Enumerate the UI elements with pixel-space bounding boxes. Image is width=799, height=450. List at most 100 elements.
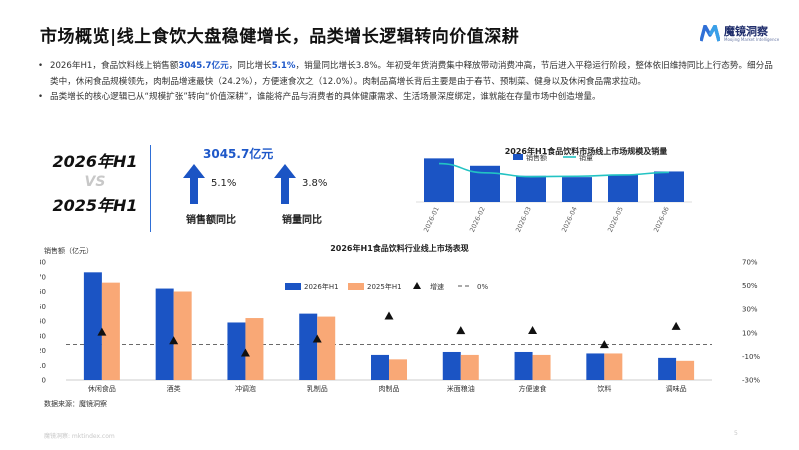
bar-2025 <box>317 316 336 380</box>
x-tick-label: 酒类 <box>167 384 181 393</box>
chart2-title: 2026年H1食品饮料行业线上市场表现 <box>330 244 469 253</box>
data-source: 数据来源：魔镜洞察 <box>44 400 107 408</box>
x-tick-label: 肉制品 <box>379 384 400 393</box>
kpi-total-sales: 3045.7亿元 <box>203 147 274 161</box>
footer-site: 魔镜洞察: mktindex.com <box>44 433 115 440</box>
y-tick-label: 0 <box>42 377 46 385</box>
legend-label-2026: 2026年H1 <box>304 282 339 291</box>
growth-marker <box>456 326 466 335</box>
logo-name: 魔镜洞察 <box>724 25 768 38</box>
growth-marker <box>528 325 538 334</box>
y2-tick-label: -10% <box>742 353 760 361</box>
divider <box>150 145 151 232</box>
kpi-sales-growth-label: 销售额同比 <box>186 215 236 226</box>
growth-marker <box>671 321 681 330</box>
x-tick-label: 方便速食 <box>519 384 547 393</box>
y-tick-label: 40 <box>40 318 46 326</box>
y-tick-label: 70 <box>40 273 46 281</box>
bar-2025 <box>676 360 695 380</box>
arrow-up-icon <box>183 164 205 204</box>
bar-2026 <box>586 353 605 380</box>
x-tick-label: 2026-05 <box>606 205 625 233</box>
y-tick-label: 10 <box>40 362 46 370</box>
bar-sales <box>654 171 684 202</box>
y-tick-label: 30 <box>40 332 46 340</box>
bar-2025 <box>173 291 192 380</box>
bullet-1-mid: ，同比增长 <box>228 61 272 71</box>
growth-marker <box>312 334 322 343</box>
kpi-sales-growth: 5.1% <box>211 178 237 189</box>
bar-sales <box>608 174 638 202</box>
legend-swatch-2026 <box>285 283 301 290</box>
y2-tick-label: 70% <box>742 259 758 267</box>
legend-label-2025: 2025年H1 <box>367 282 402 291</box>
bar-2026 <box>514 351 533 380</box>
x-tick-label: 2026-06 <box>652 205 671 233</box>
bullet-1: 2026年H1，食品饮料线上销售额3045.7亿元，同比增长5.1%，销量同比增… <box>38 59 778 90</box>
summary-bullets: 2026年H1，食品饮料线上销售额3045.7亿元，同比增长5.1%，销量同比增… <box>38 59 778 106</box>
x-tick-label: 2026-03 <box>514 205 533 233</box>
bar-2025 <box>460 354 479 380</box>
kpi-volume-growth: 3.8% <box>302 178 328 189</box>
bar-2025 <box>245 318 264 380</box>
x-tick-label: 饮料 <box>597 384 611 393</box>
legend-swatch-2025 <box>348 283 364 290</box>
x-tick-label: 2026-02 <box>468 205 487 233</box>
bar-2026 <box>658 357 677 380</box>
y-tick-label: 80 <box>40 259 46 267</box>
bar-2026 <box>299 313 318 380</box>
vs-label: VS <box>84 174 106 190</box>
y2-tick-label: -30% <box>742 377 760 385</box>
previous-period: 2025年H1 <box>52 196 138 215</box>
growth-marker <box>169 336 179 345</box>
current-period: 2026年H1 <box>52 152 138 171</box>
x-tick-label: 冲调泡 <box>235 384 256 393</box>
bar-2026 <box>227 322 246 380</box>
x-tick-label: 2026-04 <box>560 205 579 233</box>
y2-tick-label: 30% <box>742 306 758 314</box>
y-tick-label: 50 <box>40 303 46 311</box>
legend-label-sales: 销售额 <box>526 153 547 162</box>
legend-swatch-sales <box>513 154 523 160</box>
bullet-1-highlight-sales: 3045.7亿元 <box>178 61 229 71</box>
arrow-up-icon <box>274 164 296 204</box>
bullet-1-pre: 2026年H1，食品饮料线上销售额 <box>50 61 179 71</box>
bullet-2: 品类增长的核心逻辑已从“规模扩张”转向“价值深耕”，谁能将产品与消费者的具体健康… <box>38 90 778 106</box>
y-tick-label: 60 <box>40 288 46 296</box>
x-tick-label: 乳制品 <box>307 384 328 393</box>
legend-swatch-growth <box>413 282 421 289</box>
y-tick-label: 20 <box>40 347 46 355</box>
bar-2026 <box>371 354 389 380</box>
chart2-y-axis-label: 销售额（亿元） <box>44 247 93 255</box>
x-tick-label: 休闲食品 <box>88 384 116 393</box>
bar-2025 <box>532 354 551 380</box>
bullet-1-highlight-growth: 5.1% <box>271 61 296 71</box>
bar-2025 <box>604 353 623 380</box>
series-line-volume <box>438 162 670 178</box>
bar-sales <box>424 158 454 202</box>
legend-label-volume: 销量 <box>579 153 593 162</box>
growth-marker <box>384 311 394 320</box>
x-tick-label: 调味品 <box>666 384 687 393</box>
logo-subtitle: Moojing Market Intelligence <box>724 37 780 42</box>
period-comparison: 2026年H1 VS 2025年H1 <box>40 148 150 216</box>
page-title: 市场概览|线上食饮大盘稳健增长，品类增长逻辑转向价值深耕 <box>40 27 520 47</box>
growth-marker <box>97 327 107 336</box>
growth-marker <box>599 340 609 349</box>
x-tick-label: 2026-01 <box>422 205 441 233</box>
bar-sales <box>562 177 592 202</box>
y2-tick-label: 50% <box>742 282 758 290</box>
bar-2025 <box>101 282 120 380</box>
bar-2026 <box>155 288 174 380</box>
chart2-category-performance: 0 10 20 30 40 50 60 70 80 -30% -10% 10% 30% 50% 70% 休闲食… <box>40 259 760 394</box>
page-number: 5 <box>734 430 738 437</box>
growth-marker <box>240 348 250 357</box>
chart1-title: 2026年H1食品饮料市场线上市场规模及销量 <box>504 147 668 156</box>
bullet-1-post: ，销量同比增长3.8%。年初受年货消费集中释放带动消费冲高，节后进入平稳运行阶段… <box>50 61 773 87</box>
bar-sales <box>516 175 546 202</box>
brand-logo: 魔镜洞察 Moojing Market Intelligence <box>700 23 790 45</box>
bar-2025 <box>389 359 407 380</box>
chart1-monthly-sales: 销售额 销量 2026-01 2026-02 2026-03 2026-04 2026-05… <box>416 153 692 233</box>
legend-label-zero: 0% <box>477 283 488 291</box>
kpi-volume-growth-label: 销量同比 <box>282 215 322 226</box>
